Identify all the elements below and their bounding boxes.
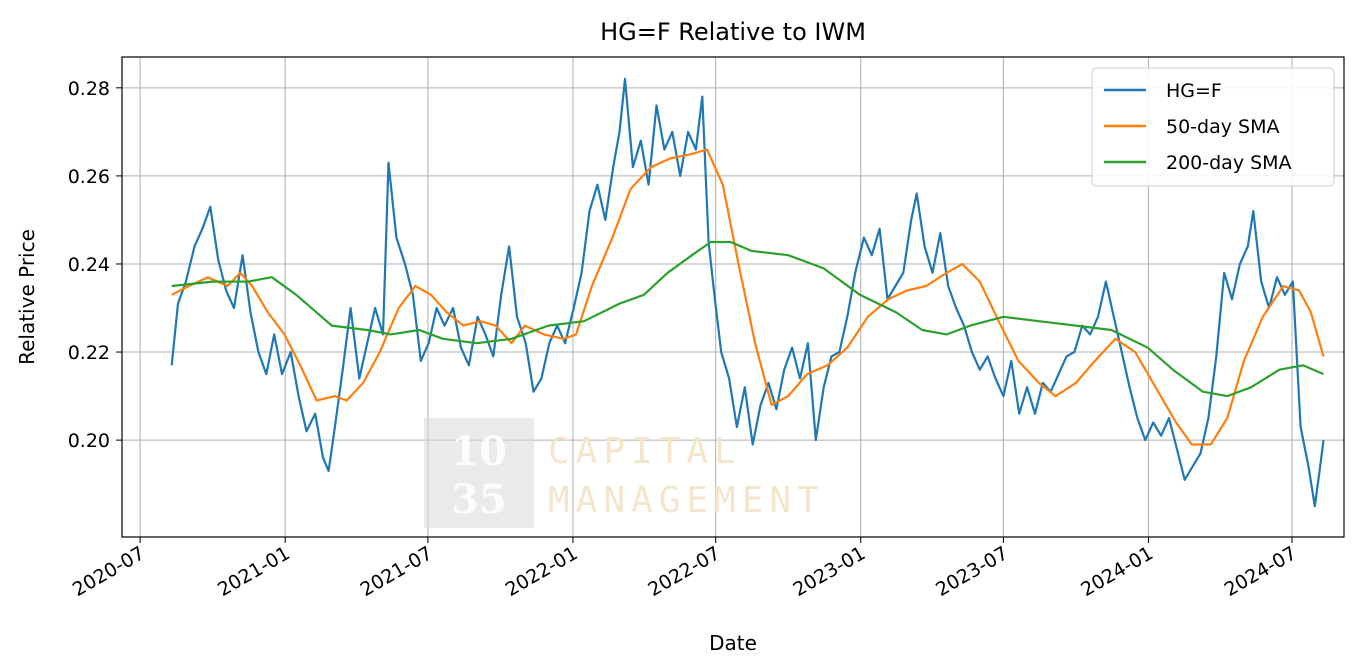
x-axis-title: Date	[709, 631, 757, 655]
watermark-word-bottom: MANAGEMENT	[548, 480, 825, 521]
legend-label-hg: HG=F	[1166, 80, 1222, 102]
legend: HG=F 50-day SMA 200-day SMA	[1091, 67, 1335, 187]
y-tick-label: 0.24	[68, 254, 110, 276]
series-line-hg	[170, 77, 1325, 508]
series-layer	[170, 77, 1325, 508]
y-axis: 0.20 0.22 0.24 0.26 0.28	[68, 78, 122, 452]
y-tick-label: 0.26	[68, 166, 110, 188]
watermark-number-bottom: 35	[451, 476, 507, 523]
y-axis-title: Relative Price	[15, 229, 39, 365]
y-tick-label: 0.28	[68, 78, 110, 100]
legend-label-sma50: 50-day SMA	[1166, 116, 1279, 138]
y-tick-label: 0.20	[68, 430, 110, 452]
y-tick-label: 0.22	[68, 342, 110, 364]
watermark-number-top: 10	[451, 428, 507, 475]
legend-label-sma200: 200-day SMA	[1166, 152, 1292, 174]
series-line-sma200	[171, 240, 1324, 398]
plot-frame	[121, 56, 1345, 538]
watermark-word-top: CAPITAL	[548, 431, 742, 472]
chart-title: HG=F Relative to IWM	[600, 18, 866, 46]
legend-box	[1091, 67, 1335, 187]
watermark: 10 35 CAPITAL MANAGEMENT	[424, 418, 825, 528]
watermark-box	[424, 418, 534, 528]
series-line-sma50	[171, 148, 1325, 446]
